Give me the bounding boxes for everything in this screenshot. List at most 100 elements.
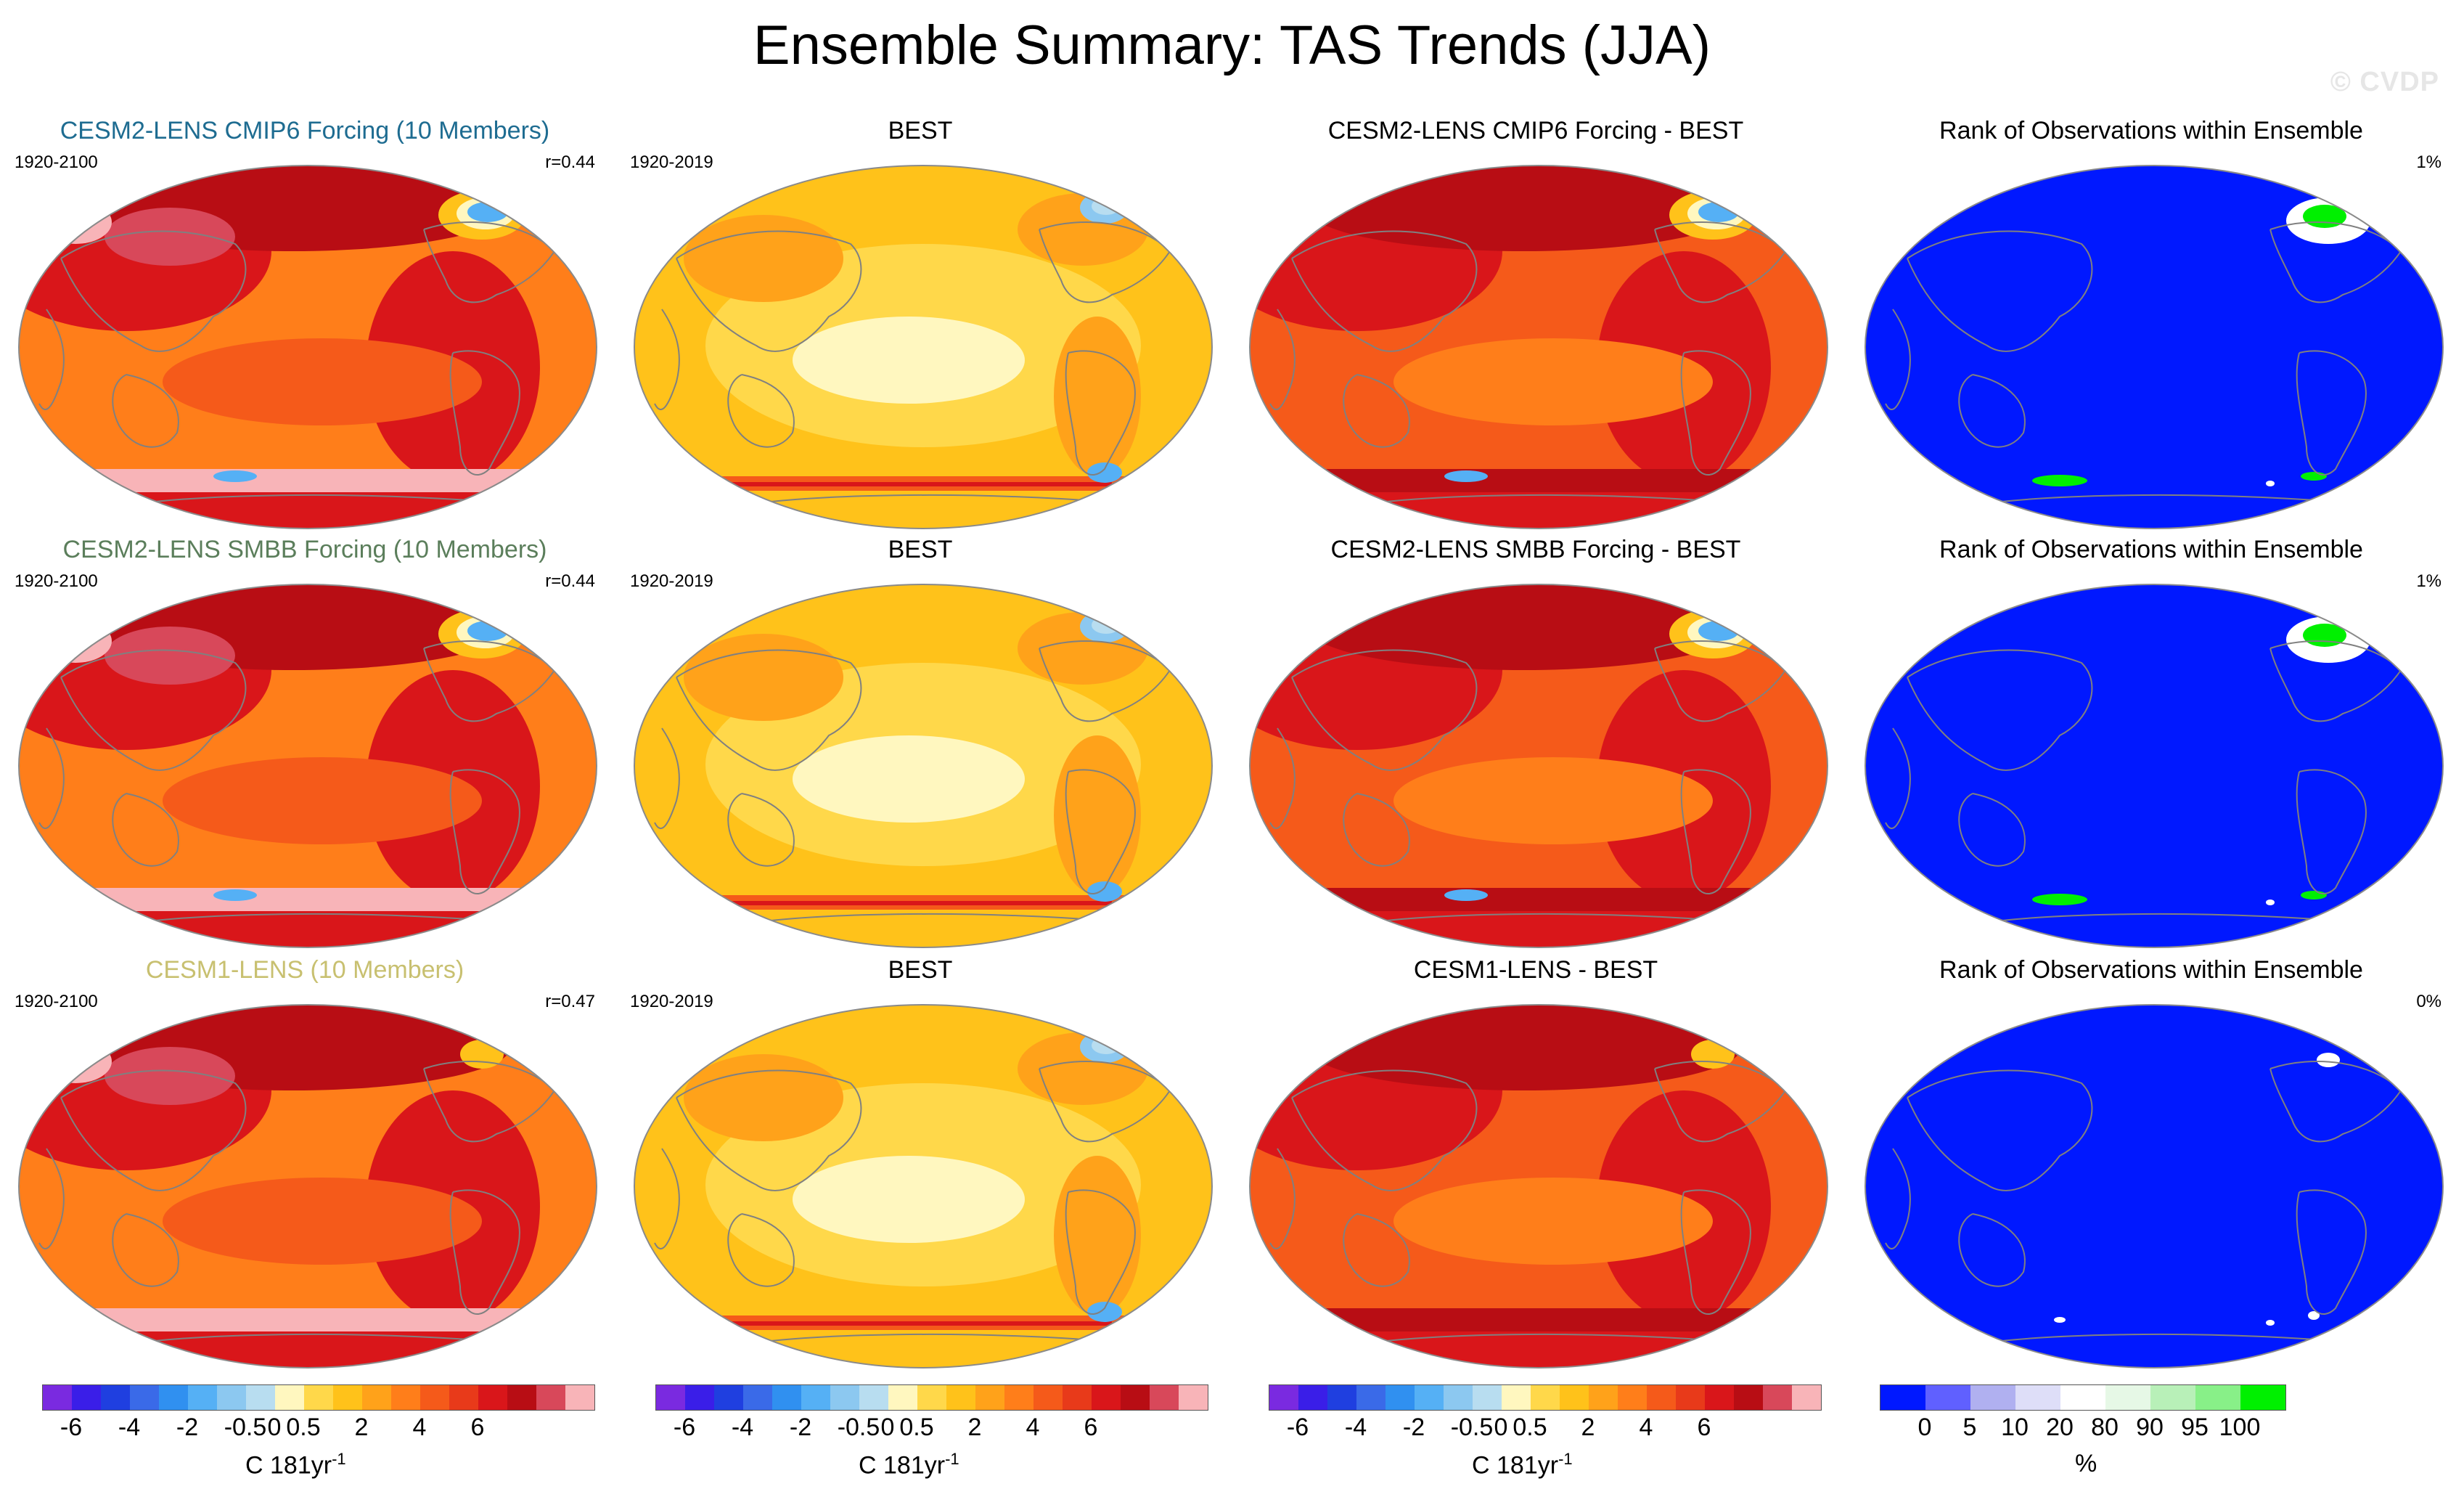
colorbar-tick-label: 4 <box>412 1414 427 1441</box>
colorbar-units: C 181yr-1 <box>1472 1450 1573 1480</box>
correlation-label: r=0.47 <box>545 992 595 1011</box>
panel-title: BEST <box>888 536 953 563</box>
trend-region <box>39 1040 112 1083</box>
coastline <box>126 494 490 506</box>
colorbar-legend: -6 -4 -2 -0.5 0 0.5 2 4 6 C 181yr-1 <box>1269 1384 1822 1493</box>
map-panel: BEST 1920-2019 <box>615 116 1225 530</box>
colorbar-swatch <box>1092 1385 1121 1410</box>
coastline <box>2296 769 2367 895</box>
coastline <box>1039 1061 1171 1143</box>
coastline <box>2269 640 2402 722</box>
panel-title: CESM2-LENS SMBB Forcing - BEST <box>1330 536 1741 563</box>
period-label: 1920-2019 <box>630 992 713 1011</box>
coastline <box>1958 1213 2026 1287</box>
colorbar-tick-label: 2 <box>967 1414 982 1441</box>
rank-white-region <box>2317 1053 2340 1067</box>
colorbar-swatch <box>685 1385 714 1410</box>
map-outline <box>1249 165 1828 529</box>
rank-antarctic-region <box>2301 472 2327 481</box>
southern-band <box>19 492 597 529</box>
colorbar-swatch <box>362 1385 391 1410</box>
colorbar-swatch <box>1502 1385 1531 1410</box>
period-label: 1920-2019 <box>630 571 713 591</box>
trend-region <box>684 215 843 302</box>
colorbar-tick-label: 20 <box>2046 1414 2074 1441</box>
colorbar-legend: 0 5 10 20 80 90 95 100% <box>1880 1384 2431 1493</box>
coastline <box>1269 727 1296 829</box>
southern-band <box>19 1331 597 1368</box>
figure-title: Ensemble Summary: TAS Trends (JJA) <box>753 15 1711 76</box>
trend-region <box>105 1047 235 1105</box>
panel-title: Rank of Observations within Ensemble <box>1939 536 2363 563</box>
colorbar-swatch <box>2105 1385 2150 1410</box>
map-outline <box>18 584 597 948</box>
cold-region <box>213 470 257 482</box>
units-text: % <box>2075 1450 2097 1477</box>
colorbar-swatch <box>507 1385 536 1410</box>
colorbar-swatch <box>1925 1385 1970 1410</box>
panel-title: CESM2-LENS CMIP6 Forcing (10 Members) <box>60 117 550 144</box>
coastline <box>1972 913 2336 925</box>
coastline <box>1343 374 1410 448</box>
period-label: 1920-2019 <box>630 152 713 172</box>
coastline <box>727 1213 795 1287</box>
panel-title: CESM2-LENS SMBB Forcing (10 Members) <box>62 536 547 563</box>
trend-region <box>163 1178 482 1265</box>
colorbar-swatch <box>1269 1385 1298 1410</box>
colorbar-tick-label: 0.5 <box>899 1414 934 1441</box>
colorbar-tick-label: 5 <box>1962 1414 1977 1441</box>
trend-region <box>163 757 482 844</box>
units-text: C 181yr <box>1472 1451 1559 1480</box>
rank-white-speck <box>2266 900 2275 905</box>
colorbar-swatch <box>130 1385 159 1410</box>
colorbar-swatch <box>1473 1385 1502 1410</box>
map-field <box>634 1005 1212 1368</box>
cold-region <box>700 897 726 908</box>
colorbar-swatch <box>1179 1385 1208 1410</box>
coastline <box>1343 1213 1410 1287</box>
colorbar-swatch <box>2150 1385 2195 1410</box>
map-panel: CESM2-LENS CMIP6 Forcing (10 Members) 192… <box>0 116 610 530</box>
cold-region <box>1087 881 1122 902</box>
map-field <box>19 584 597 947</box>
rank-antarctic-region <box>2301 891 2327 900</box>
coastline <box>1907 230 2093 352</box>
map-panel: BEST 1920-2019 <box>615 535 1225 949</box>
colorbar-tick-label: 2 <box>354 1414 369 1441</box>
colorbar-swatch <box>1676 1385 1705 1410</box>
correlation-label: r=0.44 <box>545 571 595 591</box>
cold-region <box>700 478 726 489</box>
colorbar-tick-label: 80 <box>2091 1414 2119 1441</box>
coastline <box>112 793 179 867</box>
colorbar-swatch <box>159 1385 188 1410</box>
colorbar-tick-label: -4 <box>118 1414 141 1441</box>
colorbar-tick-label: -0.5 <box>837 1414 880 1441</box>
colorbar-swatch <box>478 1385 507 1410</box>
colorbar-tick-label: -0.5 <box>1450 1414 1494 1441</box>
units-text: C 181yr <box>245 1451 332 1480</box>
coastline <box>1291 649 1478 771</box>
colorbar-legend: -6 -4 -2 -0.5 0 0.5 2 4 6 C 181yr-1 <box>42 1384 595 1493</box>
coastline <box>126 1333 490 1345</box>
coastline <box>727 374 795 448</box>
coastline <box>1356 494 1721 506</box>
coastline <box>1269 1148 1296 1249</box>
colorbar-tick-label: -0.5 <box>224 1414 267 1441</box>
map-outline <box>634 165 1213 529</box>
coastline <box>60 1069 247 1191</box>
trend-region <box>1393 1178 1713 1265</box>
map-panel: Rank of Observations within Ensemble 0% <box>1846 955 2456 1369</box>
trend-region <box>793 1156 1025 1243</box>
coastline <box>676 649 862 771</box>
colorbar-tick-label: 100 <box>2219 1414 2261 1441</box>
colorbar-units: % <box>2075 1450 2097 1478</box>
map-field <box>1250 1005 1827 1368</box>
colorbar-swatch <box>888 1385 917 1410</box>
colorbar-ticks: -6 -4 -2 -0.5 0 0.5 2 4 6 <box>655 1414 1207 1445</box>
coastline <box>2269 221 2402 303</box>
map-field <box>1865 584 2443 947</box>
colorbar-tick-label: -6 <box>60 1414 83 1441</box>
colorbar-swatch <box>1589 1385 1618 1410</box>
colorbar-ticks: 0 5 10 20 80 90 95 100 <box>1880 1414 2431 1445</box>
southern-band <box>19 888 597 911</box>
